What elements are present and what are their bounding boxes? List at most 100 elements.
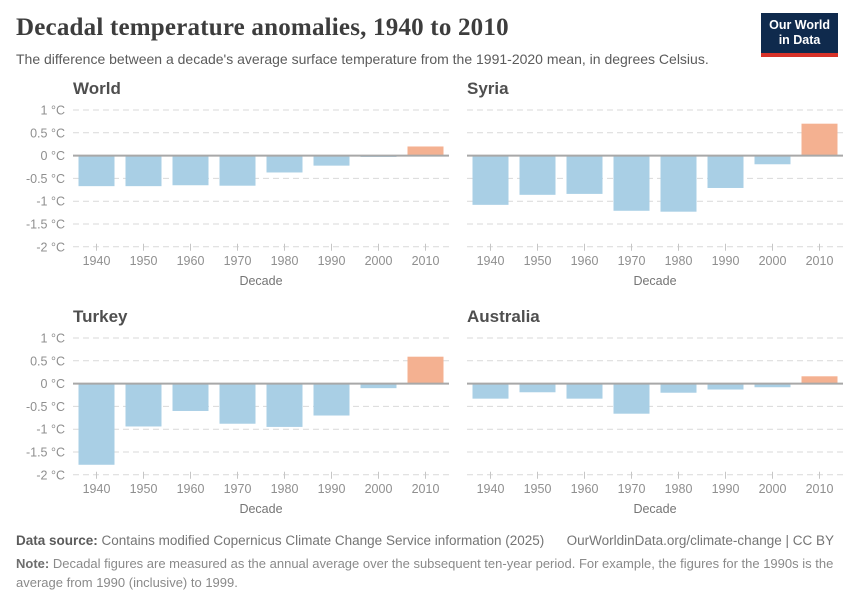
x-tick-label: 1990 xyxy=(318,254,346,268)
bar-1960 xyxy=(566,155,603,194)
x-tick-label: 2000 xyxy=(365,482,393,496)
bar-1980 xyxy=(266,155,303,173)
chart-australia: Australia 1940 1950 1960 1970 1980 1990 2000 20… xyxy=(467,307,847,523)
chart-svg-syria: 1940 1950 1960 1970 1980 1990 2000 2010 Decade xyxy=(467,109,843,288)
chart-svg-world: 1 °C 0.5 °C 0 °C -0.5 °C -1 °C -1.5 °C -2 °C 19… xyxy=(26,104,449,288)
footer: Data source: Contains modified Copernicu… xyxy=(0,523,850,593)
owid-logo: Our World in Data xyxy=(761,13,838,57)
bar-1950 xyxy=(519,155,556,195)
chart-title-australia: Australia xyxy=(467,307,540,326)
x-tick-label: 1960 xyxy=(177,254,205,268)
bar-1990 xyxy=(313,155,350,166)
x-tick-label: 1960 xyxy=(571,482,599,496)
x-tick-label: 1960 xyxy=(571,254,599,268)
y-tick-label: -2 °C xyxy=(36,240,65,254)
x-tick-label: 2000 xyxy=(759,254,787,268)
y-tick-label: 0 °C xyxy=(41,377,65,391)
bar-2010 xyxy=(407,146,444,156)
x-tick-label: 1950 xyxy=(130,254,158,268)
y-tick-label: 0.5 °C xyxy=(30,126,65,140)
x-tick-label: 1980 xyxy=(271,254,299,268)
y-tick-label: -1 °C xyxy=(36,423,65,437)
chart-turkey: Turkey 1 °C 0.5 °C 0 °C -0.5 °C -1 °C -1.5 °C… xyxy=(16,307,453,523)
chart-syria: Syria 1940 1950 1960 1970 1980 1990 2000 2010 De… xyxy=(467,79,847,295)
y-tick-label: -1 °C xyxy=(36,195,65,209)
chart-svg-turkey: 1 °C 0.5 °C 0 °C -0.5 °C -1 °C -1.5 °C -2 °C 19… xyxy=(26,332,449,516)
x-tick-label: 2000 xyxy=(759,482,787,496)
bar-2010 xyxy=(407,356,444,384)
bar-1940 xyxy=(472,155,509,205)
y-tick-label: 1 °C xyxy=(41,104,65,118)
bar-2000 xyxy=(754,155,791,165)
bar-1980 xyxy=(660,383,697,393)
y-tick-label: -0.5 °C xyxy=(26,172,65,186)
y-tick-label: 0 °C xyxy=(41,149,65,163)
bar-1970 xyxy=(219,383,256,424)
x-tick-label: 1970 xyxy=(618,254,646,268)
owid-logo-line2: in Data xyxy=(778,33,821,48)
owid-logo-line1: Our World xyxy=(769,18,830,32)
bar-1970 xyxy=(613,155,650,211)
y-tick-label: -1.5 °C xyxy=(26,446,65,460)
chart-title-syria: Syria xyxy=(467,79,509,98)
y-tick-label: -1.5 °C xyxy=(26,218,65,232)
y-tick-label: 0.5 °C xyxy=(30,354,65,368)
bar-1980 xyxy=(660,155,697,212)
data-source-text: Contains modified Copernicus Climate Cha… xyxy=(101,533,545,548)
chart-title-world: World xyxy=(73,79,121,98)
x-tick-label: 1940 xyxy=(83,482,111,496)
x-tick-label: 1940 xyxy=(477,482,505,496)
x-tick-label: 2000 xyxy=(365,254,393,268)
chart-plot-australia: 1940 1950 1960 1970 1980 1990 2000 2010 Decade xyxy=(467,330,847,523)
chart-plot-world: 1 °C 0.5 °C 0 °C -0.5 °C -1 °C -1.5 °C -2 °C 19… xyxy=(16,102,453,295)
x-tick-label: 1990 xyxy=(712,254,740,268)
bar-2000 xyxy=(360,383,397,389)
bar-1960 xyxy=(172,155,209,186)
bar-1950 xyxy=(519,383,556,393)
x-tick-label: 1950 xyxy=(524,254,552,268)
x-tick-label: 1950 xyxy=(130,482,158,496)
charts-grid: World 1 °C 0.5 °C 0 °C -0.5 °C -1 °C -1.5 °C -… xyxy=(0,67,850,523)
x-tick-label: 2010 xyxy=(412,482,440,496)
page-title: Decadal temperature anomalies, 1940 to 2… xyxy=(16,14,509,41)
bar-2000 xyxy=(754,383,791,388)
bar-1990 xyxy=(313,383,350,416)
bar-1970 xyxy=(219,155,256,186)
x-tick-label: 1980 xyxy=(665,482,693,496)
chart-plot-turkey: 1 °C 0.5 °C 0 °C -0.5 °C -1 °C -1.5 °C -2 °C 19… xyxy=(16,330,453,523)
x-tick-label: 1970 xyxy=(224,254,252,268)
bar-1980 xyxy=(266,383,303,427)
x-tick-label: 1990 xyxy=(712,482,740,496)
bar-1940 xyxy=(78,155,115,187)
bar-1990 xyxy=(707,155,744,188)
x-tick-label: 2010 xyxy=(412,254,440,268)
x-axis-title: Decade xyxy=(633,274,676,288)
data-source: Data source: Contains modified Copernicu… xyxy=(16,533,544,548)
header: Decadal temperature anomalies, 1940 to 2… xyxy=(0,0,850,67)
y-tick-label: -0.5 °C xyxy=(26,400,65,414)
x-tick-label: 1990 xyxy=(318,482,346,496)
x-tick-label: 2010 xyxy=(806,482,834,496)
chart-title-turkey: Turkey xyxy=(73,307,128,326)
credit-link[interactable]: OurWorldinData.org/climate-change | CC B… xyxy=(566,533,834,548)
bar-1970 xyxy=(613,383,650,414)
bar-2010 xyxy=(801,376,838,384)
x-axis-title: Decade xyxy=(633,502,676,516)
x-tick-label: 1980 xyxy=(665,254,693,268)
footnote: Note: Decadal figures are measured as th… xyxy=(16,555,834,593)
y-tick-label: -2 °C xyxy=(36,468,65,482)
bar-2010 xyxy=(801,123,838,156)
bar-1950 xyxy=(125,155,162,187)
bar-1940 xyxy=(78,383,115,465)
x-axis-title: Decade xyxy=(239,274,282,288)
bar-1940 xyxy=(472,383,509,399)
data-source-label: Data source: xyxy=(16,533,98,548)
chart-world: World 1 °C 0.5 °C 0 °C -0.5 °C -1 °C -1.5 °C -… xyxy=(16,79,453,295)
x-tick-label: 1940 xyxy=(477,254,505,268)
chart-plot-syria: 1940 1950 1960 1970 1980 1990 2000 2010 Decade xyxy=(467,102,847,295)
bar-1950 xyxy=(125,383,162,427)
footnote-text: Decadal figures are measured as the annu… xyxy=(16,556,834,590)
x-tick-label: 2010 xyxy=(806,254,834,268)
x-tick-label: 1960 xyxy=(177,482,205,496)
